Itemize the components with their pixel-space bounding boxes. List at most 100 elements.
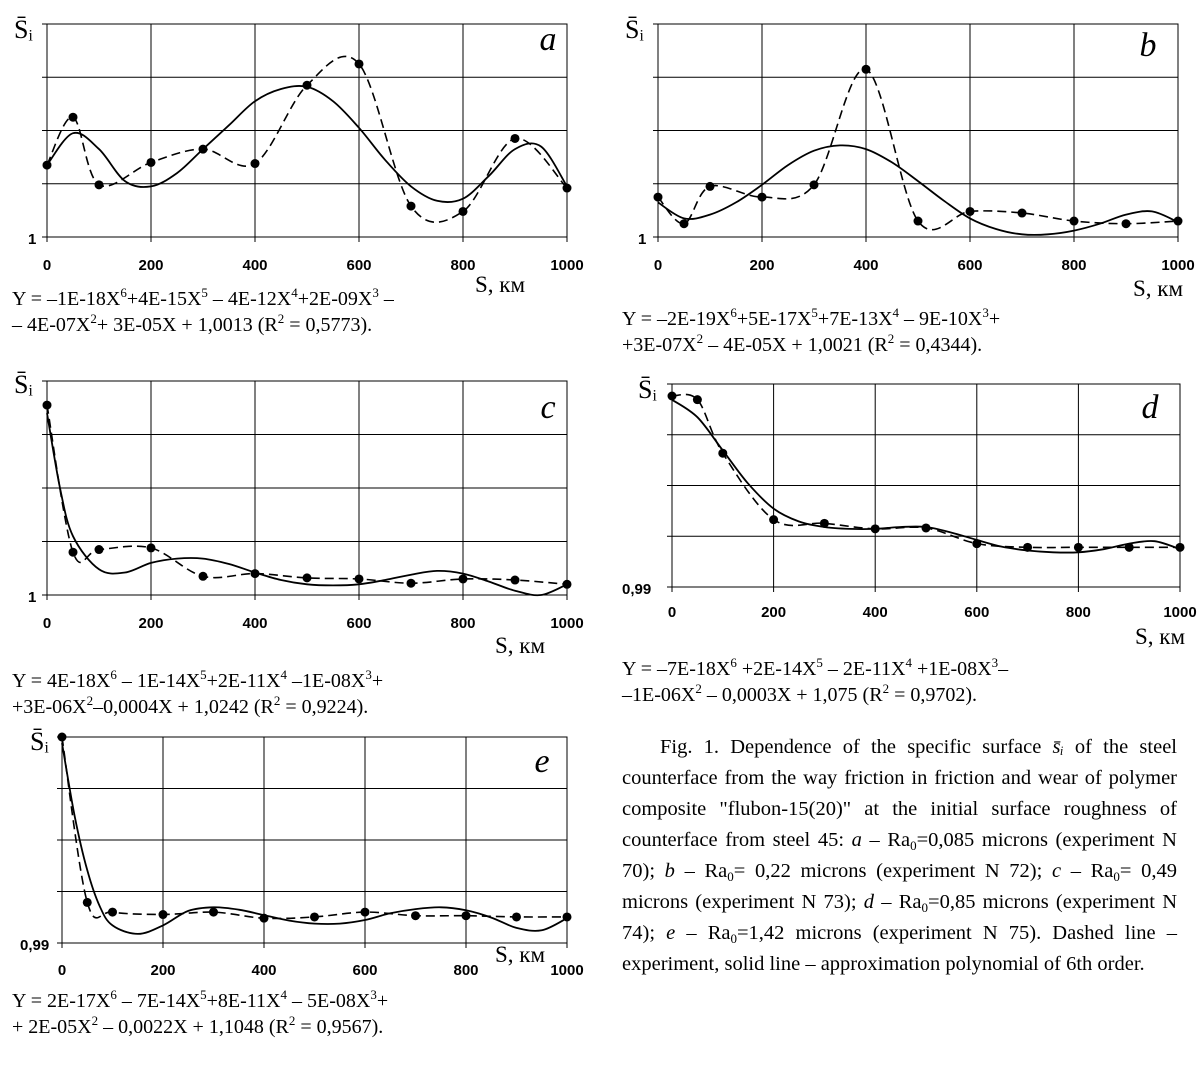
caption-text-1: Fig. 1. Dependence of the specific surfa…	[660, 736, 1053, 758]
caption-val-b: = 0,22 microns (experiment N 72);	[733, 860, 1052, 882]
x-tick-label: 0	[58, 962, 66, 979]
experiment-line	[657, 68, 1179, 231]
caption-text-2: of the steel counterface from the way fr…	[622, 736, 1177, 851]
experiment-point	[1017, 208, 1027, 218]
experiment-point	[562, 912, 572, 922]
experiment-point	[406, 578, 416, 588]
x-tick-label: 0	[668, 604, 676, 621]
equation-exponent: 6	[120, 285, 127, 300]
experiment-point	[68, 112, 78, 122]
x-tick-label: 1000	[1163, 604, 1196, 621]
x-axis-label: S, км	[1133, 276, 1183, 301]
equation-text: –0,0004X + 1,0242 (R	[93, 696, 274, 718]
equation-text: = 0,9702).	[889, 684, 978, 706]
x-tick-label: 800	[450, 257, 475, 274]
caption-label-a: a	[851, 829, 862, 851]
experiment-point	[198, 571, 208, 581]
equation-d-line2: –1E-06X2 – 0,0003X + 1,075 (R2 = 0,9702)…	[622, 682, 977, 708]
equation-exponent: 3	[365, 667, 372, 682]
equation-c-line1: Y = 4E-18X6 – 1E-14X5+2E-11X4 –1E-08X3+	[12, 668, 383, 694]
experiment-point	[757, 192, 767, 202]
caption-val-c: = 0,49 microns (experiment N 73);	[622, 860, 1178, 913]
y-axis-label: S̄ᵢ	[14, 370, 33, 399]
equation-exponent: 3	[991, 655, 999, 670]
equation-d-line1: Y = –7E-18X6 +2E-14X5 – 2E-11X4 +1E-08X3…	[622, 656, 1008, 682]
experiment-point	[411, 911, 420, 921]
x-axis-label: S, км	[495, 633, 545, 658]
x-tick-label: 200	[761, 604, 786, 621]
approximation-line	[46, 412, 568, 597]
caption-sub: 0	[727, 869, 734, 884]
x-tick-label: 600	[346, 257, 371, 274]
x-tick-label: 1000	[550, 962, 583, 979]
x-tick-label: 600	[346, 615, 371, 632]
y-tick-label: 1	[28, 231, 36, 248]
x-tick-label: 600	[957, 257, 982, 274]
panel-label: a	[540, 21, 557, 58]
equation-exponent: 5	[816, 655, 823, 670]
figure-caption: Fig. 1. Dependence of the specific surfa…	[622, 732, 1177, 980]
equation-text: – 1E-14X	[116, 670, 201, 692]
experiment-point	[158, 910, 168, 920]
equation-exponent: 2	[882, 681, 890, 696]
x-tick-label: 600	[352, 962, 377, 979]
equation-text: Y = –7E-18X	[622, 658, 731, 680]
x-tick-label: 0	[43, 257, 51, 274]
equation-text: +1E-08X	[912, 658, 992, 680]
experiment-point	[705, 181, 715, 191]
experiment-point	[1173, 216, 1183, 226]
panel-label: b	[1140, 27, 1157, 64]
experiment-point	[512, 912, 521, 922]
equation-c-line2: +3E-06X2–0,0004X + 1,0242 (R2 = 0,9224).	[12, 694, 368, 720]
equation-text: – 0,0003X + 1,075 (R	[701, 684, 883, 706]
x-tick-label: 200	[138, 257, 163, 274]
x-tick-label: 200	[749, 257, 774, 274]
equation-text: Y = –1E-18X	[12, 288, 121, 310]
x-tick-label: 800	[1066, 604, 1091, 621]
equation-b-line2: +3E-07X2 – 4E-05X + 1,0021 (R2 = 0,4344)…	[622, 332, 982, 358]
experiment-point	[921, 523, 931, 533]
equation-a-line2: – 4E-07X2+ 3E-05X + 1,0013 (R2 = 0,5773)…	[12, 312, 372, 338]
y-tick-label: 0,99	[622, 581, 651, 598]
y-axis-label: S̄ᵢ	[638, 375, 657, 404]
x-tick-label: 200	[150, 962, 175, 979]
experiment-point	[302, 80, 312, 90]
equation-exponent: 4	[291, 285, 298, 300]
experiment-point	[94, 180, 104, 190]
equation-text: +7E-13X	[817, 308, 893, 330]
x-tick-label: 800	[450, 615, 475, 632]
equation-text: = 0,5773).	[284, 314, 373, 336]
experiment-point	[679, 219, 689, 229]
experiment-point	[209, 907, 218, 917]
equation-exponent: 4	[892, 305, 900, 320]
x-tick-label: 400	[863, 604, 888, 621]
experiment-point	[354, 574, 364, 584]
experiment-point	[510, 133, 520, 143]
experiment-point	[562, 183, 572, 193]
equation-exponent: 2	[696, 331, 704, 346]
experiment-point	[108, 907, 117, 917]
x-tick-label: 800	[1061, 257, 1086, 274]
equation-text: +4E-15X	[126, 288, 202, 310]
experiment-point	[360, 907, 370, 917]
experiment-line	[46, 404, 568, 586]
equation-text: – 2E-11X	[822, 658, 906, 680]
equation-text: +2E-09X	[297, 288, 373, 310]
equation-text: –	[998, 658, 1009, 680]
experiment-point	[354, 59, 364, 69]
experiment-point	[68, 547, 78, 557]
caption-label-d: d	[863, 891, 875, 913]
experiment-point	[667, 391, 677, 401]
equation-exponent: 2	[887, 331, 895, 346]
caption-label-b: b	[664, 860, 675, 882]
experiment-point	[146, 543, 156, 553]
experiment-point	[1121, 219, 1131, 229]
equation-text: = 0,9567).	[295, 1016, 384, 1038]
caption-symbol: s̄ᵢ	[1052, 736, 1064, 758]
experiment-point	[458, 206, 468, 216]
equation-text: – 4E-05X + 1,0021 (R	[703, 334, 888, 356]
equation-exponent: 2	[288, 1013, 296, 1028]
experiment-point	[653, 192, 663, 202]
experiment-point	[965, 206, 975, 216]
